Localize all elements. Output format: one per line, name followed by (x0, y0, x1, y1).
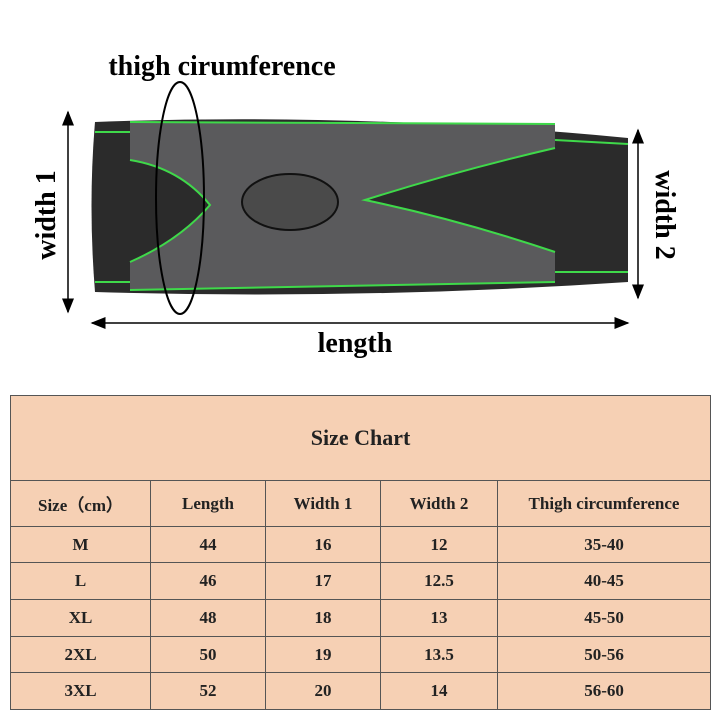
cell: 16 (265, 525, 381, 564)
sleeve-panel (130, 122, 555, 290)
size-row: M 44 16 12 35-40 (10, 525, 712, 564)
cell: 17 (265, 562, 381, 601)
cell: 45-50 (496, 599, 712, 637)
cell: 12.5 (380, 562, 498, 601)
width1-label: width 1 (31, 170, 62, 259)
cell: 40-45 (496, 562, 712, 601)
title-row: Size Chart (9, 394, 712, 482)
cell: 18 (265, 599, 381, 637)
kneecap-pad (241, 173, 339, 231)
cell: 35-40 (496, 525, 712, 564)
cell: 44 (150, 525, 266, 564)
length-label: length (318, 328, 393, 359)
cell: 14 (380, 672, 498, 710)
cell: 50-56 (496, 635, 712, 674)
header-cell: Thigh circumference (496, 480, 712, 527)
cell: 50 (150, 635, 266, 674)
product-illustration: thigh cirumference width 1 width 2 lengt… (31, 51, 680, 359)
thigh-ellipse (155, 81, 205, 315)
cell: XL (10, 599, 151, 637)
cell: 19 (265, 635, 381, 674)
cell: 13.5 (380, 635, 498, 674)
thigh-label: thigh cirumference (108, 51, 335, 82)
cell: M (10, 525, 151, 564)
cell: 12 (380, 525, 498, 564)
table-title: Size Chart (9, 394, 712, 482)
cell: 48 (150, 599, 266, 637)
header-cell: Size（cm） (10, 480, 151, 527)
cell: 56-60 (496, 672, 712, 710)
cell: 2XL (10, 635, 151, 674)
size-row: XL 48 18 13 45-50 (10, 599, 712, 637)
header-row: Size（cm） Length Width 1 Width 2 Thigh circum… (10, 480, 712, 527)
cell: 46 (150, 562, 266, 601)
size-row: 2XL 50 19 13.5 50-56 (10, 635, 712, 674)
cell: L (10, 562, 151, 601)
size-row: 3XL 52 20 14 56-60 (10, 672, 712, 710)
cell: 20 (265, 672, 381, 710)
header-cell: Width 2 (380, 480, 498, 527)
cell: 13 (380, 599, 498, 637)
cell: 3XL (10, 672, 151, 710)
header-cell: Length (150, 480, 266, 527)
width2-label: width 2 (649, 170, 680, 259)
size-row: L 46 17 12.5 40-45 (10, 562, 712, 601)
header-cell: Width 1 (265, 480, 381, 527)
cell: 52 (150, 672, 266, 710)
